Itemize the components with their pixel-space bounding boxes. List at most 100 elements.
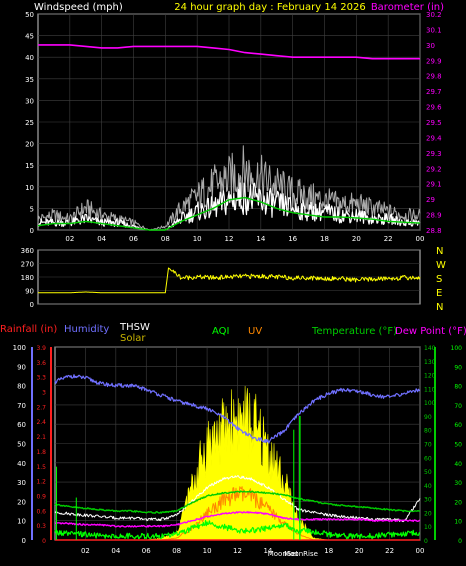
rainfall-y-tick: 3 bbox=[42, 390, 46, 397]
dir-letter-n-bottom: N bbox=[436, 302, 443, 313]
barometer-series bbox=[38, 44, 420, 60]
rainfall-y-tick: 3.9 bbox=[36, 345, 46, 352]
barometer-y-tick: 29.8 bbox=[426, 73, 442, 81]
wind-y-tick: 25 bbox=[25, 119, 34, 127]
wind-y-tick: 30 bbox=[25, 97, 34, 105]
aqi-y-tick: 30 bbox=[454, 480, 462, 487]
rainfall-y-tick: 2.1 bbox=[36, 434, 46, 441]
aqi-y-tick: 10 bbox=[454, 519, 462, 526]
wind-x-tick: 08 bbox=[161, 235, 170, 243]
env-x-tick: 06 bbox=[142, 547, 151, 555]
bottom-legend: Rainfall (in) Humidity THSW Solar AQI UV… bbox=[0, 322, 466, 344]
barometer-axis-title: Barometer (in) bbox=[371, 2, 444, 13]
humidity-y-tick: 0 bbox=[22, 537, 26, 545]
rainfall-y-tick: 1.5 bbox=[36, 464, 46, 471]
legend-rainfall: Rainfall (in) bbox=[0, 324, 57, 335]
moonset-label: MoonSet bbox=[268, 550, 299, 558]
humidity-y-tick: 80 bbox=[17, 383, 26, 391]
rainfall-y-tick: 0.6 bbox=[36, 508, 46, 515]
legend-solar: Solar bbox=[120, 333, 146, 344]
wind-x-tick: 02 bbox=[65, 235, 74, 243]
barometer-y-tick: 30.2 bbox=[426, 11, 442, 19]
humidity-y-tick: 90 bbox=[17, 363, 26, 371]
humidity-y-tick: 50 bbox=[17, 441, 26, 449]
humidity-y-tick: 100 bbox=[13, 344, 26, 352]
temperature-y-tick: 50 bbox=[424, 469, 432, 476]
env-x-tick: 18 bbox=[324, 547, 333, 555]
wind-panel: 0 5 10 15 20 25 30 35 40 45 50 28.8 28.9 29 29.1 29.2 29… bbox=[25, 11, 442, 243]
legend-dew-point: Dew Point (°F) bbox=[395, 326, 466, 337]
direction-y-tick: 0 bbox=[30, 301, 34, 309]
graph-title: 24 hour graph day : February 14 2026 bbox=[174, 2, 365, 13]
wind-x-tick: 04 bbox=[97, 235, 106, 243]
barometer-y-tick: 28.9 bbox=[426, 212, 442, 220]
barometer-y-tick: 30 bbox=[426, 42, 435, 50]
env-x-tick: 02 bbox=[81, 547, 90, 555]
barometer-y-tick: 29.1 bbox=[426, 181, 442, 189]
aqi-series bbox=[54, 520, 421, 540]
wind-speed-series bbox=[37, 182, 421, 231]
temperature-y-tick: 140 bbox=[424, 345, 436, 352]
rainfall-y-tick: 3.6 bbox=[36, 360, 46, 367]
env-x-tick: 00 bbox=[416, 547, 425, 555]
aqi-y-tick: 40 bbox=[454, 461, 462, 468]
wind-x-tick: 20 bbox=[352, 235, 361, 243]
env-x-tick: 20 bbox=[355, 547, 364, 555]
wind-x-tick: 18 bbox=[320, 235, 329, 243]
rainfall-y-tick: 0 bbox=[42, 538, 46, 545]
moonrise-label: MoonRise bbox=[284, 550, 318, 558]
wind-x-tick: 12 bbox=[225, 235, 234, 243]
temperature-y-tick: 90 bbox=[424, 414, 432, 421]
humidity-y-tick: 70 bbox=[17, 402, 26, 410]
dir-letter-s: S bbox=[436, 274, 442, 285]
env-x-tick: 14 bbox=[263, 547, 272, 555]
barometer-y-tick: 29.6 bbox=[426, 104, 442, 112]
direction-letters: N W S E N bbox=[436, 246, 446, 313]
temperature-y-tick: 100 bbox=[424, 400, 436, 407]
windspeed-axis-title: Windspeed (mph) bbox=[34, 2, 123, 13]
dir-letter-n-top: N bbox=[436, 246, 443, 257]
env-x-tick: 04 bbox=[111, 547, 120, 555]
wind-y-tick: 40 bbox=[25, 54, 34, 62]
rainfall-y-tick: 2.7 bbox=[36, 404, 46, 411]
wind-y-tick: 5 bbox=[30, 205, 34, 213]
barometer-y-tick: 28.8 bbox=[426, 227, 442, 235]
env-x-tick: 22 bbox=[385, 547, 394, 555]
humidity-y-tick: 20 bbox=[17, 498, 26, 506]
temperature-y-tick: 30 bbox=[424, 497, 432, 504]
temperature-y-tick: 80 bbox=[424, 428, 432, 435]
dir-letter-e: E bbox=[436, 288, 442, 299]
barometer-y-tick: 29.4 bbox=[426, 134, 442, 142]
aqi-y-tick: 90 bbox=[454, 364, 462, 371]
thsw-series bbox=[54, 475, 421, 523]
aqi-y-tick: 100 bbox=[451, 345, 463, 352]
rainfall-y-tick: 1.2 bbox=[36, 479, 46, 486]
aqi-y-tick: 20 bbox=[454, 499, 462, 506]
aqi-y-tick: 70 bbox=[454, 403, 462, 410]
direction-y-tick: 90 bbox=[25, 288, 34, 296]
humidity-series bbox=[54, 374, 421, 444]
legend-temperature: Temperature (°F) bbox=[311, 326, 397, 337]
wind-x-tick: 00 bbox=[416, 235, 425, 243]
barometer-y-tick: 29.9 bbox=[426, 57, 442, 65]
env-x-tick: 12 bbox=[233, 547, 242, 555]
barometer-y-tick: 29 bbox=[426, 196, 435, 204]
legend-uv: UV bbox=[248, 326, 262, 337]
temperature-y-tick: 40 bbox=[424, 483, 432, 490]
temperature-y-tick: 70 bbox=[424, 442, 432, 449]
wind-y-tick: 50 bbox=[25, 11, 34, 19]
dew-point-series bbox=[54, 511, 421, 528]
environment-panel: 010203040506070809010000.30.60.91.21.51.… bbox=[13, 344, 463, 558]
rainfall-y-tick: 1.8 bbox=[36, 449, 46, 456]
direction-y-tick: 270 bbox=[21, 261, 34, 269]
direction-y-tick: 180 bbox=[21, 274, 34, 282]
direction-panel: 0 90 180 270 360 N W S E N bbox=[21, 246, 446, 313]
temperature-y-tick: 130 bbox=[424, 359, 436, 366]
rainfall-y-tick: 3.3 bbox=[36, 375, 46, 382]
temperature-y-tick: 0 bbox=[424, 538, 428, 545]
aqi-y-tick: 80 bbox=[454, 384, 462, 391]
dir-letter-w: W bbox=[436, 260, 446, 271]
wind-y-tick: 45 bbox=[25, 33, 34, 41]
rainfall-y-tick: 0.3 bbox=[36, 523, 46, 530]
